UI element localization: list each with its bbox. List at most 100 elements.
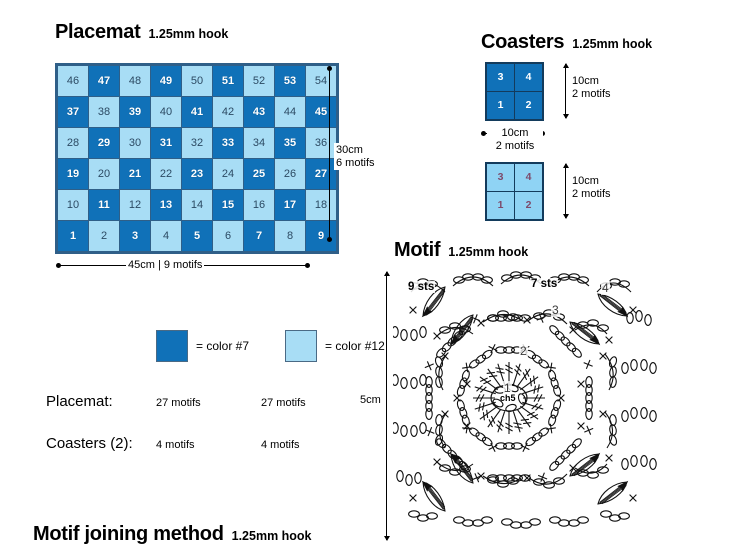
placemat-cell-28: 28 [58,128,88,158]
placemat-cell-40: 40 [151,97,181,127]
table-row: Placemat: 27 motifs 27 motifs [46,393,366,435]
motif-note-7sts: 7 sts [530,278,559,290]
motif-hook-label: 1.25mm hook [448,245,529,259]
color-legend: = color #7 = color #12 [156,330,385,362]
placemat-cell-27: 27 [306,159,336,189]
placemat-cell-13: 13 [151,190,181,220]
placemat-cell-22: 22 [151,159,181,189]
placemat-cell-36: 36 [306,128,336,158]
legend-label-color12: = color #12 [325,339,385,353]
placemat-hook-label: 1.25mm hook [148,27,229,41]
placemat-cell-18: 18 [306,190,336,220]
coaster-cell-4: 4 [515,64,542,91]
placemat-cell-30: 30 [120,128,150,158]
count-row-placemat-col1: 27 motifs [156,397,201,409]
placemat-cell-31: 31 [151,128,181,158]
placemat-cell-21: 21 [120,159,150,189]
coaster-cell-1: 1 [487,92,514,119]
placemat-cell-42: 42 [213,97,243,127]
placemat-cell-3: 3 [120,221,150,251]
placemat-cell-35: 35 [275,128,305,158]
placemat-cell-15: 15 [213,190,243,220]
placemat-cell-54: 54 [306,66,336,96]
coaster-cell-2: 2 [515,192,542,219]
placemat-cell-10: 10 [58,190,88,220]
motif-note-9sts: 9 sts [407,281,436,293]
placemat-cell-14: 14 [182,190,212,220]
legend-label-color7: = color #7 [196,339,250,353]
placemat-cell-23: 23 [182,159,212,189]
motif-chart-svg [393,271,657,529]
placemat-cell-53: 53 [275,66,305,96]
coaster-cell-1: 1 [487,192,514,219]
coaster-cell-3: 3 [487,64,514,91]
placemat-width-dim-label: 45cm | 9 motifs [126,258,205,273]
placemat-cell-20: 20 [89,159,119,189]
count-row-coasters-col1: 4 motifs [156,439,195,451]
coaster-cell-3: 3 [487,164,514,191]
coaster-cell-4: 4 [515,164,542,191]
coasters-title: Coasters [481,31,565,53]
placemat-cell-43: 43 [244,97,274,127]
placemat-cell-37: 37 [58,97,88,127]
placemat-cell-12: 12 [120,190,150,220]
coaster-cell-2: 2 [515,92,542,119]
placemat-cell-32: 32 [182,128,212,158]
table-row: Coasters (2): 4 motifs 4 motifs [46,435,366,477]
placemat-cell-26: 26 [275,159,305,189]
motif-joining-title: Motif joining method [33,523,224,545]
placemat-cell-52: 52 [244,66,274,96]
placemat-cell-25: 25 [244,159,274,189]
legend-item-color7: = color #7 [156,330,249,362]
placemat-cell-11: 11 [89,190,119,220]
placemat-cell-9: 9 [306,221,336,251]
placemat-cell-4: 4 [151,221,181,251]
placemat-cell-1: 1 [58,221,88,251]
placemat-cell-44: 44 [275,97,305,127]
placemat-title: Placemat [55,21,141,43]
placemat-cell-39: 39 [120,97,150,127]
count-row-label-placemat: Placemat: [46,393,113,410]
placemat-cell-17: 17 [275,190,305,220]
placemat-cell-16: 16 [244,190,274,220]
placemat-cell-46: 46 [58,66,88,96]
motif-center-label: ch5 [500,393,516,403]
placemat-cell-19: 19 [58,159,88,189]
color-swatch-dark-icon [156,330,188,362]
motif-round-label-4: 4 [601,281,610,295]
motif-round-label-3: 3 [551,303,560,317]
placemat-height-dim-label: 30cm 6 motifs [334,143,377,171]
placemat-cell-2: 2 [89,221,119,251]
placemat-cell-45: 45 [306,97,336,127]
motif-joining-hook-label: 1.25mm hook [231,529,312,543]
count-row-coasters-col2: 4 motifs [261,439,300,451]
placemat-cell-51: 51 [213,66,243,96]
coasters-hook-label: 1.25mm hook [572,37,653,51]
coaster1-height-dim-label: 10cm 2 motifs [570,74,613,102]
legend-item-color12: = color #12 [285,330,385,362]
motif-round-label-1: 1 [503,381,512,395]
placemat-cell-48: 48 [120,66,150,96]
count-row-placemat-col2: 27 motifs [261,397,306,409]
motif-title: Motif [394,239,441,261]
color-swatch-light-icon [285,330,318,362]
count-row-label-coasters: Coasters (2): [46,435,133,452]
motif-joining-heading: Motif joining method 1.25mm hook [33,524,312,544]
placemat-cell-6: 6 [213,221,243,251]
motif-height-dim-label: 5cm [358,393,383,408]
placemat-cell-50: 50 [182,66,212,96]
placemat-cell-7: 7 [244,221,274,251]
coaster1-height-dim-line [562,63,569,119]
placemat-cell-33: 33 [213,128,243,158]
placemat-cell-38: 38 [89,97,119,127]
motif-crochet-chart: 9 sts 7 sts 1 2 3 4 ch5 [393,266,705,541]
placemat-cell-41: 41 [182,97,212,127]
motif-count-table: Placemat: 27 motifs 27 motifs Coasters (… [46,393,366,477]
coasters-heading: Coasters 1.25mm hook [481,32,652,52]
placemat-cell-47: 47 [89,66,119,96]
coaster2-height-dim-line [562,163,569,219]
placemat-cell-8: 8 [275,221,305,251]
placemat-cell-29: 29 [89,128,119,158]
